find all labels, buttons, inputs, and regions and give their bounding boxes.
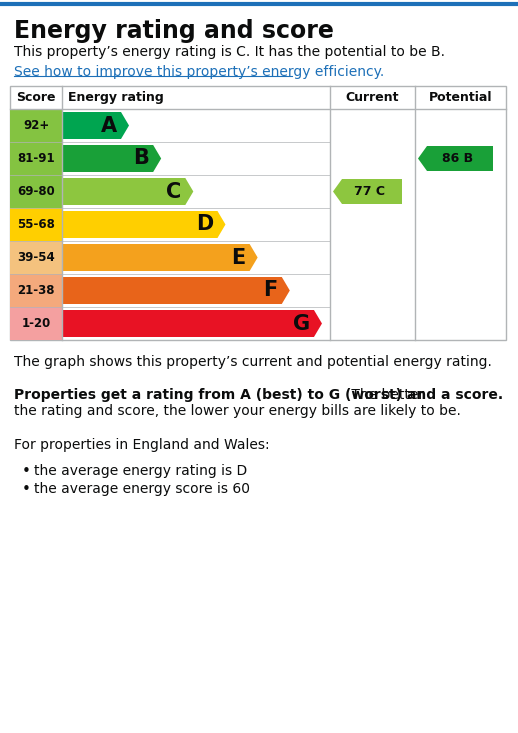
Polygon shape xyxy=(62,178,193,205)
Polygon shape xyxy=(62,310,322,337)
Text: This property’s energy rating is C. It has the potential to be B.: This property’s energy rating is C. It h… xyxy=(14,45,445,59)
Text: For properties in England and Wales:: For properties in England and Wales: xyxy=(14,438,270,452)
Text: 86 B: 86 B xyxy=(442,152,473,165)
Bar xyxy=(10,86,506,340)
Text: A: A xyxy=(101,116,117,136)
Text: 77 C: 77 C xyxy=(354,185,385,198)
Text: Energy rating and score: Energy rating and score xyxy=(14,19,334,43)
Bar xyxy=(10,109,62,142)
Text: B: B xyxy=(133,149,149,169)
Bar xyxy=(10,208,62,241)
Polygon shape xyxy=(62,277,290,304)
Text: the average energy score is 60: the average energy score is 60 xyxy=(34,482,250,496)
Text: Energy rating: Energy rating xyxy=(68,91,164,104)
Text: C: C xyxy=(166,182,181,202)
Text: the average energy rating is D: the average energy rating is D xyxy=(34,464,247,478)
Text: Current: Current xyxy=(346,91,399,104)
Text: 81-91: 81-91 xyxy=(17,152,55,165)
Text: 69-80: 69-80 xyxy=(17,185,55,198)
Polygon shape xyxy=(62,211,225,238)
Text: E: E xyxy=(232,248,246,268)
Text: the rating and score, the lower your energy bills are likely to be.: the rating and score, the lower your ene… xyxy=(14,404,461,418)
Text: Potential: Potential xyxy=(429,91,492,104)
Polygon shape xyxy=(62,244,257,271)
Text: 21-38: 21-38 xyxy=(17,284,55,297)
Text: 55-68: 55-68 xyxy=(17,218,55,231)
Text: 1-20: 1-20 xyxy=(21,317,51,330)
Text: •: • xyxy=(22,464,31,479)
Bar xyxy=(10,142,62,175)
Text: D: D xyxy=(196,215,213,235)
Bar xyxy=(10,175,62,208)
Bar xyxy=(10,274,62,307)
Polygon shape xyxy=(62,145,161,172)
Text: The graph shows this property’s current and potential energy rating.: The graph shows this property’s current … xyxy=(14,355,492,369)
Text: G: G xyxy=(293,314,310,334)
Polygon shape xyxy=(418,146,493,171)
Text: 92+: 92+ xyxy=(23,119,49,132)
Text: •: • xyxy=(22,482,31,497)
Polygon shape xyxy=(333,179,402,204)
Text: See how to improve this property’s energy efficiency.: See how to improve this property’s energ… xyxy=(14,65,384,79)
Text: Properties get a rating from A (best) to G (worst) and a score.: Properties get a rating from A (best) to… xyxy=(14,388,503,402)
Bar xyxy=(10,241,62,274)
Text: 39-54: 39-54 xyxy=(17,251,55,264)
Text: F: F xyxy=(264,281,278,301)
Text: The better: The better xyxy=(347,388,424,402)
Text: Score: Score xyxy=(16,91,56,104)
Bar xyxy=(10,307,62,340)
Polygon shape xyxy=(62,112,129,139)
